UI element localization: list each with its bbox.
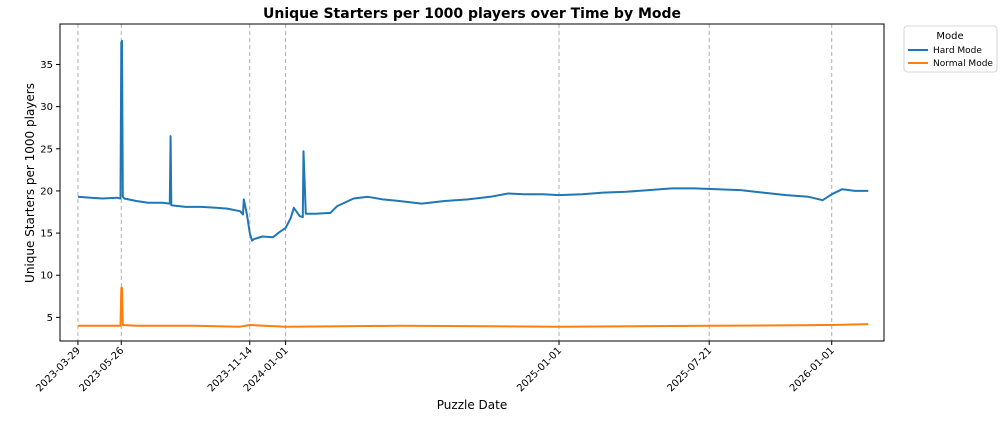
x-tick-label-2025-01-01: 2025-01-01 [515,345,564,394]
y-tick-label-10: 10 [40,271,53,282]
x-tick-label-2023-03-29: 2023-03-29 [34,345,83,394]
y-tick-label-35: 35 [40,60,53,71]
legend-label-normal-mode: Normal Mode [933,59,993,69]
x-tick-label-2023-05-26: 2023-05-26 [78,345,127,394]
legend: Mode Hard Mode Normal Mode [903,25,998,73]
y-tick-label-20: 20 [40,186,53,197]
y-tick-label-30: 30 [40,102,53,113]
x-axis-label: Puzzle Date [437,398,507,412]
x-tick-label-2025-07-21: 2025-07-21 [665,345,714,394]
plot-frame [59,23,885,342]
x-tick-label-2026-01-01: 2026-01-01 [788,345,837,394]
y-axis-label: Unique Starters per 1000 players [23,83,37,283]
chart-title: Unique Starters per 1000 players over Ti… [263,6,681,22]
y-tick-label-25: 25 [40,144,53,155]
y-tick-label-5: 5 [47,313,53,324]
series-line-normal-mode [77,286,869,328]
legend-label-hard-mode: Hard Mode [933,46,982,56]
y-tick-label-15: 15 [40,229,53,240]
legend-title: Mode [936,31,963,42]
legend-box [903,25,998,73]
series-line-hard-mode [77,39,869,242]
